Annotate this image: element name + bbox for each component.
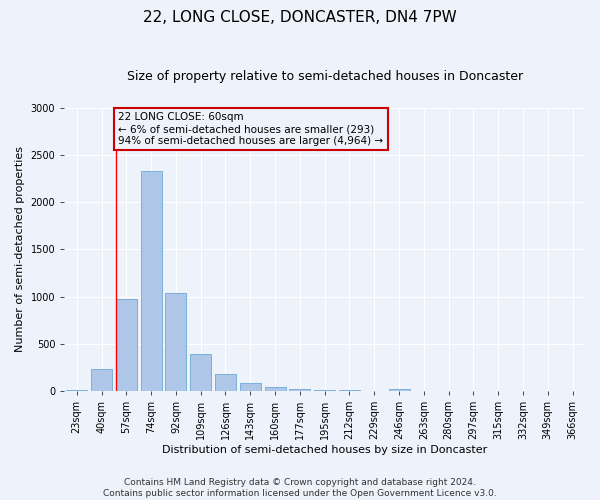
Bar (91, 370, 112, 391)
Text: 22 LONG CLOSE: 60sqm
← 6% of semi-detached houses are smaller (293)
94% of semi-: 22 LONG CLOSE: 60sqm ← 6% of semi-detach… (118, 112, 383, 146)
Bar (314, 390, 335, 391)
Text: 22, LONG CLOSE, DONCASTER, DN4 7PW: 22, LONG CLOSE, DONCASTER, DN4 7PW (143, 10, 457, 25)
Bar (140, 171, 161, 391)
Bar (166, 293, 187, 391)
Bar (66, 390, 87, 391)
Text: Contains HM Land Registry data © Crown copyright and database right 2024.
Contai: Contains HM Land Registry data © Crown c… (103, 478, 497, 498)
Bar (265, 387, 286, 391)
Bar (116, 300, 137, 391)
Bar (190, 354, 211, 391)
Bar (215, 374, 236, 391)
Bar (289, 388, 310, 391)
Bar (339, 390, 360, 391)
Title: Size of property relative to semi-detached houses in Doncaster: Size of property relative to semi-detach… (127, 70, 523, 83)
X-axis label: Distribution of semi-detached houses by size in Doncaster: Distribution of semi-detached houses by … (162, 445, 487, 455)
Y-axis label: Number of semi-detached properties: Number of semi-detached properties (15, 146, 25, 352)
Bar (240, 383, 261, 391)
Bar (389, 389, 410, 391)
